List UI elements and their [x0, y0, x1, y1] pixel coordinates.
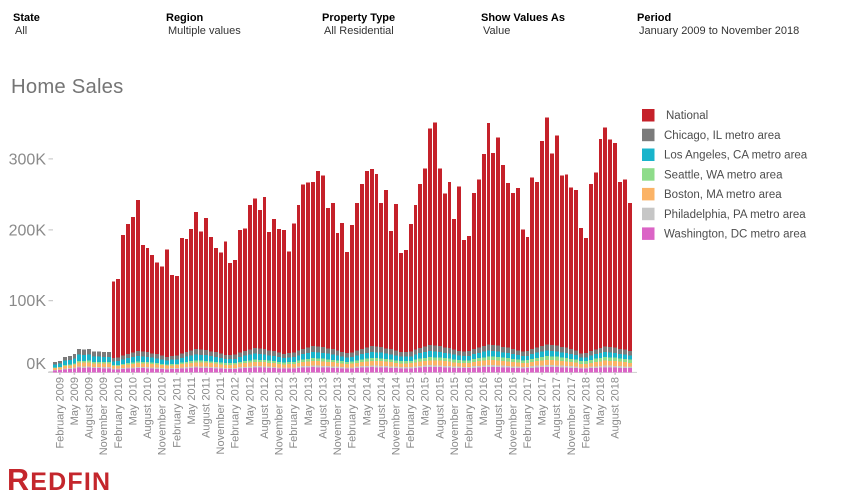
svg-text:0K: 0K	[26, 356, 46, 373]
svg-text:Region: Region	[166, 12, 204, 24]
svg-text:All Residential: All Residential	[324, 25, 394, 37]
svg-text:May 2018: May 2018	[595, 377, 607, 425]
svg-text:February 2014: February 2014	[347, 377, 359, 449]
svg-text:January 2009 to November 2018: January 2009 to November 2018	[639, 25, 799, 37]
svg-text:Period: Period	[637, 12, 671, 24]
svg-text:May 2017: May 2017	[537, 377, 549, 425]
svg-text:February 2016: February 2016	[464, 377, 476, 449]
svg-text:February 2009: February 2009	[54, 377, 66, 449]
svg-text:February 2011: February 2011	[171, 377, 183, 448]
svg-text:May 2009: May 2009	[69, 377, 81, 425]
svg-text:November 2012: November 2012	[274, 377, 286, 455]
svg-text:November 2015: November 2015	[449, 377, 461, 455]
svg-text:National: National	[666, 110, 708, 122]
svg-text:May 2013: May 2013	[303, 377, 315, 425]
svg-text:May 2010: May 2010	[127, 377, 139, 425]
svg-text:Home Sales: Home Sales	[11, 76, 123, 98]
svg-text:300K: 300K	[9, 151, 47, 168]
svg-text:February 2013: February 2013	[288, 377, 300, 449]
svg-text:August 2009: August 2009	[84, 377, 96, 439]
svg-text:August 2016: August 2016	[493, 377, 505, 439]
svg-text:November 2011: November 2011	[215, 377, 227, 454]
svg-text:November 2014: November 2014	[390, 377, 402, 455]
svg-text:February 2012: February 2012	[230, 377, 242, 449]
svg-text:Chicago, IL metro area: Chicago, IL metro area	[664, 130, 781, 142]
svg-text:May 2015: May 2015	[420, 377, 432, 425]
svg-text:August 2015: August 2015	[434, 377, 446, 439]
svg-text:February 2010: February 2010	[113, 377, 125, 449]
svg-text:November 2009: November 2009	[98, 377, 110, 455]
svg-text:200K: 200K	[9, 222, 47, 239]
svg-text:Property Type: Property Type	[322, 12, 395, 24]
svg-text:February 2015: February 2015	[405, 377, 417, 449]
svg-text:August 2011: August 2011	[201, 377, 213, 438]
svg-text:August 2012: August 2012	[259, 377, 271, 439]
svg-text:August 2017: August 2017	[551, 377, 563, 439]
svg-text:Los Angeles, CA metro area: Los Angeles, CA metro area	[664, 150, 808, 162]
svg-text:Show Values As: Show Values As	[481, 12, 565, 24]
svg-text:All: All	[15, 25, 27, 37]
svg-text:Value: Value	[483, 25, 510, 37]
svg-text:May 2012: May 2012	[244, 377, 256, 425]
svg-text:November 2016: November 2016	[507, 377, 519, 455]
svg-text:August 2014: August 2014	[376, 377, 388, 439]
svg-text:August 2013: August 2013	[317, 377, 329, 439]
svg-text:Philadelphia, PA metro area: Philadelphia, PA metro area	[664, 209, 806, 221]
svg-text:State: State	[13, 12, 40, 24]
svg-text:August 2018: August 2018	[610, 377, 622, 439]
svg-text:Washington, DC metro area: Washington, DC metro area	[664, 229, 807, 241]
svg-text:November 2017: November 2017	[566, 377, 578, 455]
svg-text:May 2014: May 2014	[361, 377, 373, 425]
svg-text:May 2011: May 2011	[186, 377, 198, 425]
svg-text:100K: 100K	[9, 293, 47, 310]
svg-text:Multiple values: Multiple values	[168, 25, 241, 37]
svg-text:August 2010: August 2010	[142, 377, 154, 439]
svg-text:February 2017: February 2017	[522, 377, 534, 449]
svg-text:Seattle, WA metro area: Seattle, WA metro area	[664, 169, 783, 181]
svg-text:November 2010: November 2010	[157, 377, 169, 455]
svg-text:May 2016: May 2016	[478, 377, 490, 425]
svg-text:Boston, MA metro area: Boston, MA metro area	[664, 189, 782, 201]
svg-text:February 2018: February 2018	[580, 377, 592, 449]
svg-text:November 2013: November 2013	[332, 377, 344, 455]
svg-text:REDFIN: REDFIN	[7, 463, 111, 497]
